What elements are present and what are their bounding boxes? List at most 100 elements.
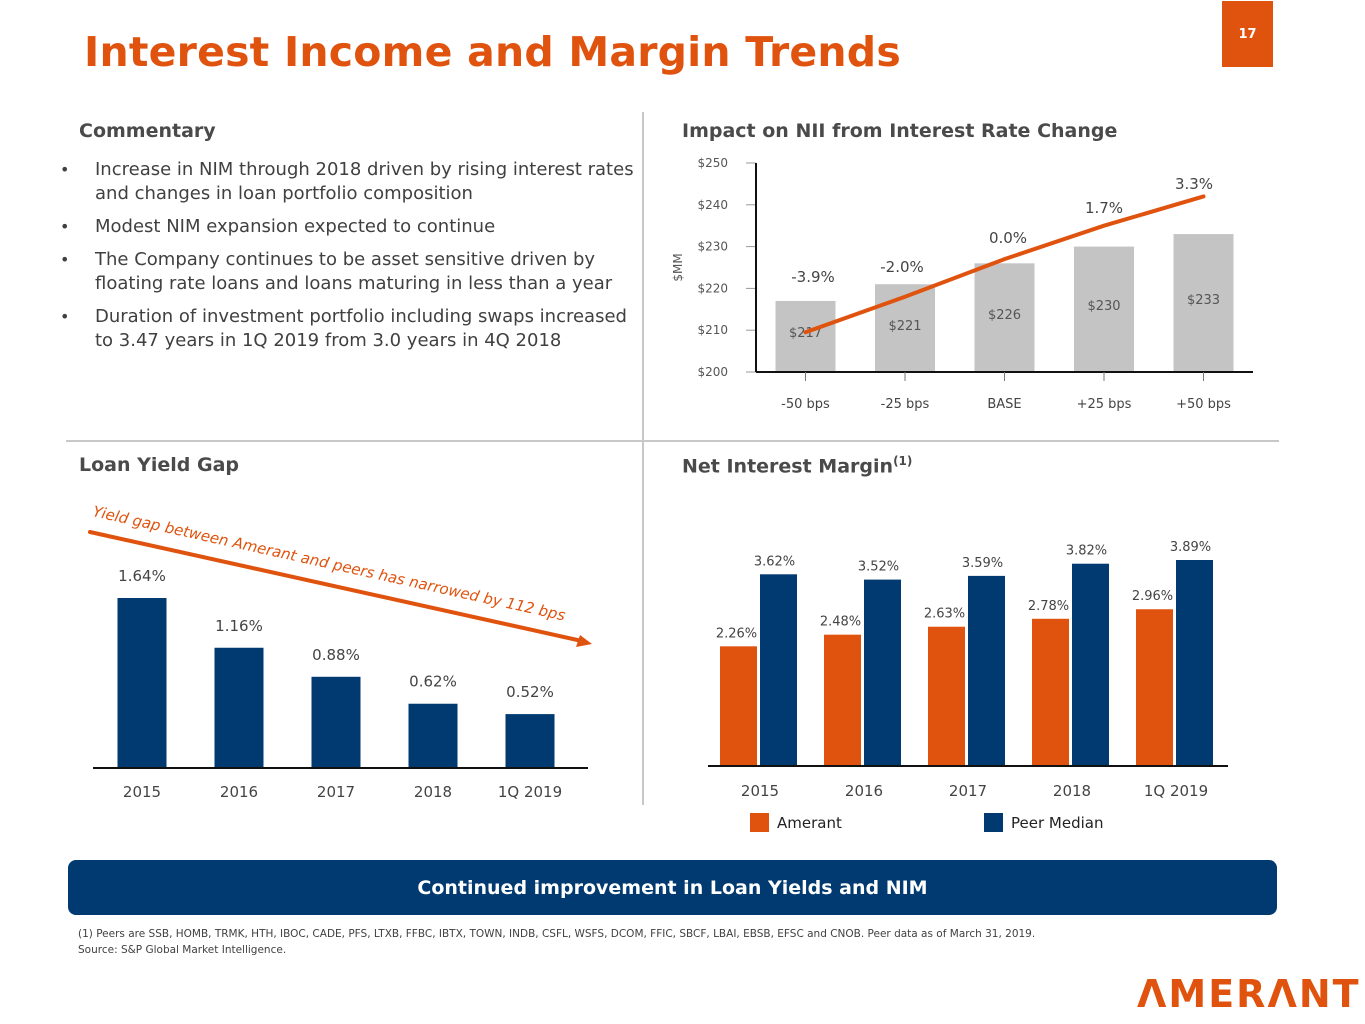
loan-yield-gap-chart: 1.64% 2015 1.16% 2016 0.88% 2017 0.62% 2018 0.52… — [88, 502, 592, 801]
commentary-bullet: • Increase in NIM through 2018 driven by… — [58, 158, 638, 206]
bullet-icon: • — [60, 250, 70, 269]
x-tick-label: 2017 — [317, 783, 355, 801]
x-tick-label: -50 bps — [781, 397, 830, 412]
legend-swatch-peer-median — [984, 813, 1003, 832]
legend-label-peer-median: Peer Median — [1011, 813, 1104, 832]
x-tick-label: 2017 — [949, 782, 987, 800]
bullet-text: Increase in NIM through 2018 driven by r… — [95, 159, 634, 204]
bar-value-label: 1.64% — [118, 567, 166, 585]
bar-amerant-2018 — [1032, 618, 1069, 766]
conclusion-banner: Continued improvement in Loan Yields and… — [68, 860, 1277, 915]
bar-value-label: 0.52% — [506, 683, 554, 701]
bar-peer-median-2018 — [1072, 563, 1109, 766]
bar-value-label: 2.48% — [820, 615, 861, 630]
bar-value-label: 3.62% — [754, 554, 795, 569]
bar-peer-median-2015 — [760, 574, 797, 766]
banner-text: Continued improvement in Loan Yields and… — [417, 876, 928, 899]
bar-value-label: 1.16% — [215, 617, 263, 635]
x-tick-label: 2016 — [220, 783, 258, 801]
x-tick-label: 2018 — [414, 783, 452, 801]
x-tick-label: BASE — [987, 397, 1021, 412]
legend-label-amerant: Amerant — [777, 813, 842, 832]
bar-value-label: $226 — [988, 308, 1021, 323]
pct-change-label: 3.3% — [1175, 175, 1213, 193]
legend-swatch-amerant — [750, 813, 769, 832]
nim-chart: 2.26% 3.62% 2015 2.48% 3.52% 2016 2.63% 3.59% 20… — [708, 540, 1228, 800]
bar-base — [974, 263, 1035, 372]
x-tick-label: 2018 — [1053, 782, 1091, 800]
nii-chart-title: Impact on NII from Interest Rate Change — [682, 120, 1118, 142]
x-tick-label: 2015 — [123, 783, 161, 801]
trend-arrow-head — [576, 635, 592, 647]
legend-item-amerant: Amerant — [750, 813, 842, 832]
bar-value-label: 3.89% — [1170, 540, 1211, 555]
loan-yield-gap-title: Loan Yield Gap — [79, 454, 240, 476]
bar-value-label: 2.26% — [716, 626, 757, 641]
commentary-bullet: • Modest NIM expansion expected to conti… — [58, 215, 638, 239]
nim-title-footnote-ref: (1) — [893, 454, 913, 468]
bar-2015 — [117, 598, 167, 768]
x-tick-label: 2015 — [741, 782, 779, 800]
pct-change-label: 0.0% — [989, 229, 1027, 247]
horizontal-divider — [66, 440, 1279, 442]
x-tick-label: +50 bps — [1176, 397, 1231, 412]
bar-amerant-1q2019 — [1136, 609, 1173, 766]
pct-change-label: 1.7% — [1085, 199, 1123, 217]
bar-value-label: 3.82% — [1066, 544, 1107, 559]
nim-chart-title: Net Interest Margin(1) — [682, 454, 912, 477]
x-tick-label: 2016 — [845, 782, 883, 800]
bar-25bps — [1074, 246, 1134, 372]
bar-value-label: 2.63% — [924, 607, 965, 622]
footnote-source: Source: S&P Global Market Intelligence. — [78, 944, 287, 956]
bar-value-label: $230 — [1087, 299, 1120, 314]
vertical-divider — [642, 112, 644, 805]
bar-value-label: 2.78% — [1028, 599, 1069, 614]
footnote-peers: (1) Peers are SSB, HOMB, TRMK, HTH, IBOC… — [78, 928, 1036, 940]
bar-2018 — [408, 703, 458, 768]
bullet-icon: • — [60, 307, 70, 326]
bar-value-label: $233 — [1187, 293, 1220, 308]
bar-value-label: $221 — [888, 319, 921, 334]
nii-impact-chart: $MM$200$210$220$230$240$250$217 $221$226$… — [671, 156, 1253, 412]
y-axis-label: $MM — [671, 253, 685, 281]
commentary-bullet: • Duration of investment portfolio inclu… — [58, 305, 638, 353]
bar-value-label: 3.52% — [858, 560, 899, 575]
legend-item-peer-median: Peer Median — [984, 813, 1103, 832]
x-tick-label: 1Q 2019 — [498, 783, 562, 801]
slide-title: Interest Income and Margin Trends — [84, 28, 901, 76]
y-tick-label: $240 — [697, 198, 728, 212]
bar-peer-median-2016 — [864, 579, 901, 766]
y-tick-label: $210 — [697, 323, 728, 337]
y-tick-label: $230 — [697, 240, 728, 254]
bar-value-label: 0.62% — [409, 673, 457, 691]
bullet-text: Duration of investment portfolio includi… — [95, 306, 627, 351]
bar-value-label: 2.96% — [1132, 589, 1173, 604]
commentary-bullet: • The Company continues to be asset sens… — [58, 248, 638, 296]
y-tick-label: $200 — [697, 365, 728, 379]
bullet-text: The Company continues to be asset sensit… — [95, 249, 613, 294]
bar-2016 — [214, 647, 264, 768]
x-tick-label: +25 bps — [1077, 397, 1132, 412]
pct-change-label: -2.0% — [880, 258, 924, 276]
nim-title-text: Net Interest Margin — [682, 455, 894, 478]
bar-1q2019 — [505, 714, 555, 768]
page-number-badge: 17 — [1222, 1, 1273, 67]
commentary-list: • Increase in NIM through 2018 driven by… — [58, 158, 638, 362]
x-tick-label: 1Q 2019 — [1144, 782, 1208, 800]
trend-arrow-line — [88, 530, 584, 643]
bullet-text: Modest NIM expansion expected to continu… — [95, 216, 496, 237]
bar-50bps — [1173, 234, 1234, 372]
y-tick-label: $220 — [697, 281, 728, 295]
pct-change-label: -3.9% — [791, 268, 835, 286]
bar-amerant-2016 — [824, 634, 861, 766]
bar-amerant-2015 — [720, 646, 757, 766]
page-number: 17 — [1238, 26, 1257, 42]
bullet-icon: • — [60, 217, 70, 236]
commentary-heading: Commentary — [79, 120, 216, 142]
amerant-logo: ΛMERΛNT — [1137, 972, 1361, 1016]
bar-value-label: 0.88% — [312, 646, 360, 664]
bullet-icon: • — [60, 160, 70, 179]
bar-peer-median-2017 — [968, 575, 1005, 766]
bar-2017 — [311, 676, 361, 768]
bar-value-label: 3.59% — [962, 556, 1003, 571]
